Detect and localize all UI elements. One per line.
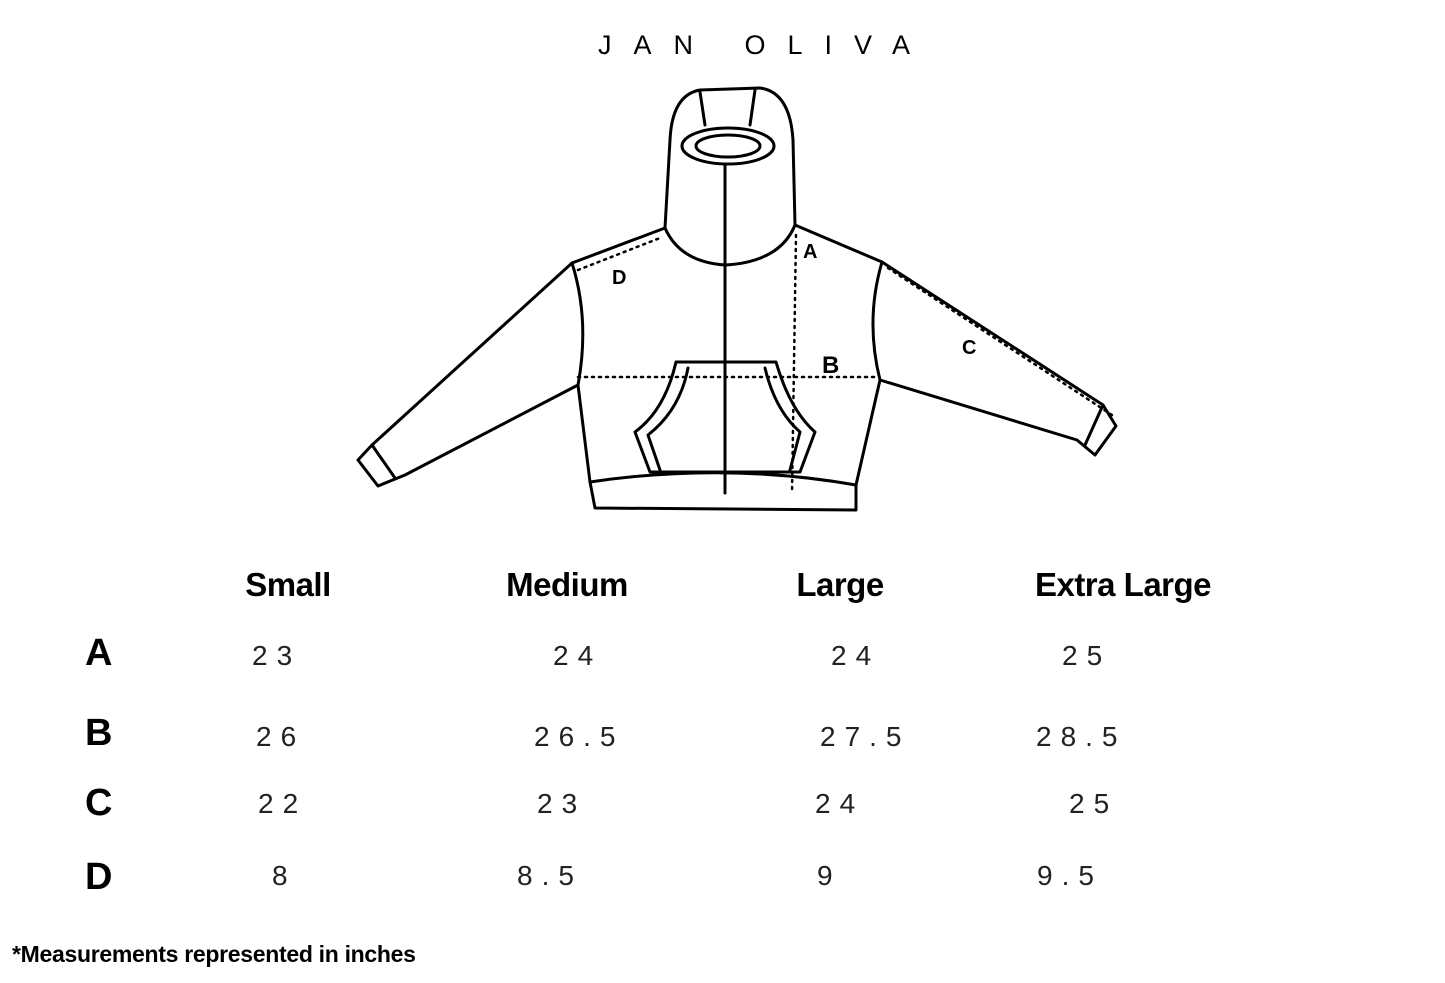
- cell-d-medium: 8.5: [517, 860, 583, 891]
- hoodie-outline: [356, 86, 1118, 512]
- row-label-c: C: [85, 782, 113, 824]
- cell-a-medium: 24: [553, 640, 603, 671]
- row-label-d: D: [85, 856, 113, 898]
- cell-a-small: 23: [252, 640, 302, 671]
- cell-a-large: 24: [831, 640, 881, 671]
- measurement-lines: [576, 233, 1114, 495]
- row-label-b: B: [85, 712, 113, 754]
- measurement-note: *Measurements represented in inches: [12, 941, 416, 967]
- cell-b-small: 26: [256, 721, 306, 752]
- column-header-medium: Medium: [506, 566, 628, 603]
- row-label-a: A: [85, 632, 113, 674]
- cell-b-medium: 26.5: [534, 721, 625, 752]
- column-header-large: Large: [796, 566, 884, 603]
- diagram-label-a: A: [803, 241, 817, 263]
- column-header-small: Small: [245, 566, 331, 603]
- cell-b-large: 27.5: [820, 721, 911, 752]
- cell-c-small: 22: [258, 788, 308, 819]
- cell-a-extra-large: 25: [1062, 640, 1112, 671]
- cell-c-extra-large: 25: [1069, 788, 1119, 819]
- diagram-label-d: D: [612, 267, 626, 289]
- diagram-label-c: C: [962, 337, 976, 359]
- cell-d-small: 8: [272, 860, 297, 891]
- diagram-label-b: B: [822, 352, 839, 379]
- cell-c-large: 24: [815, 788, 865, 819]
- cell-b-extra-large: 28.5: [1036, 721, 1127, 752]
- brand-title: JAN OLIVA: [597, 30, 933, 60]
- column-header-extra-large: Extra Large: [1034, 566, 1212, 603]
- cell-d-large: 9: [817, 860, 842, 891]
- cell-d-extra-large: 9.5: [1037, 860, 1103, 891]
- cell-c-medium: 23: [537, 788, 587, 819]
